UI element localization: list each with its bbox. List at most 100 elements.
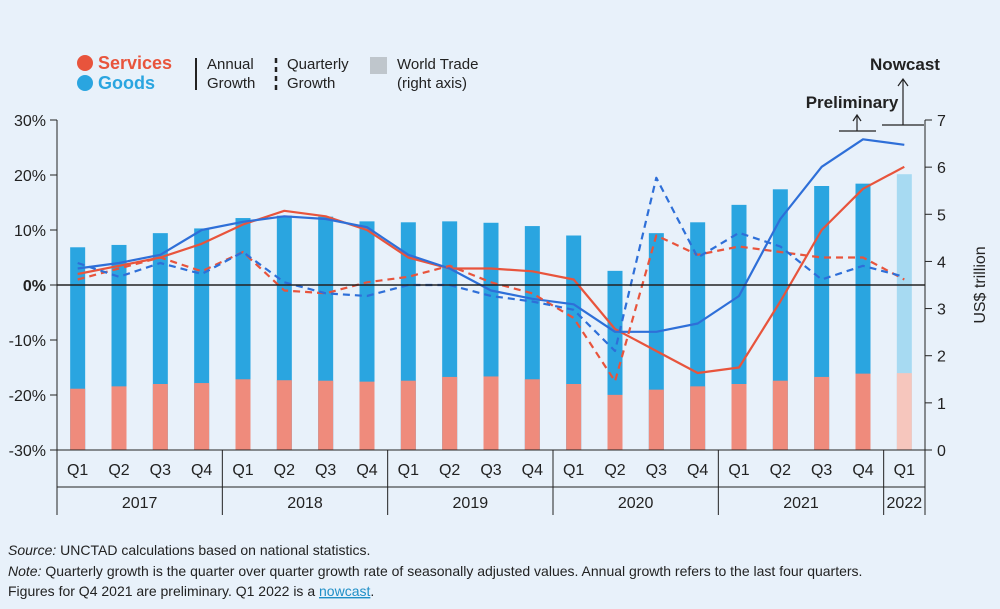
services-trade-bar bbox=[318, 380, 334, 450]
quarter-label: Q4 bbox=[687, 462, 708, 479]
left-tick-label: 10% bbox=[14, 223, 46, 240]
footer: Source: UNCTAD calculations based on nat… bbox=[8, 542, 862, 599]
left-tick-label: -20% bbox=[9, 388, 46, 405]
quarterly-growth-legend-label-2: Growth bbox=[287, 75, 335, 92]
right-tick-label: 6 bbox=[937, 160, 946, 177]
goods-quarterly-growth-line bbox=[77, 176, 905, 353]
note-text-2: Figures for Q4 2021 are preliminary. Q1 … bbox=[8, 583, 319, 599]
quarter-label: Q1 bbox=[894, 462, 915, 479]
world-trade-legend-label-1: World Trade bbox=[397, 56, 478, 73]
source-text: UNCTAD calculations based on national st… bbox=[56, 542, 370, 558]
quarter-label: Q4 bbox=[356, 462, 377, 479]
services-trade-bar bbox=[607, 394, 623, 450]
services-trade-bar bbox=[772, 380, 788, 450]
right-tick-label: 7 bbox=[937, 113, 946, 130]
goods-legend-label: Goods bbox=[98, 73, 155, 93]
services-trade-bar bbox=[194, 383, 210, 450]
left-tick-label: -30% bbox=[9, 443, 46, 460]
preliminary-arrow-head bbox=[852, 113, 862, 122]
quarter-label: Q2 bbox=[604, 462, 625, 479]
services-trade-bar bbox=[111, 386, 127, 450]
left-tick-label: 0% bbox=[23, 278, 46, 295]
services-trade-bar bbox=[359, 381, 375, 450]
services-trade-bar bbox=[566, 384, 582, 450]
quarter-label: Q2 bbox=[439, 462, 460, 479]
note-end: . bbox=[370, 583, 374, 599]
nowcast-annotation: Nowcast bbox=[870, 55, 940, 74]
services-trade-bar bbox=[276, 380, 292, 450]
year-label: 2020 bbox=[618, 495, 654, 512]
services-annual-growth-line bbox=[77, 165, 905, 375]
note-text: Quarterly growth is the quarter over qua… bbox=[41, 563, 862, 579]
quarter-label: Q3 bbox=[150, 462, 171, 479]
year-label: 2018 bbox=[287, 495, 323, 512]
nowcast-link[interactable]: nowcast bbox=[319, 583, 370, 599]
quarter-label: Q4 bbox=[522, 462, 543, 479]
right-axis-ticks: 0 1 2 3 4 5 6 7 bbox=[925, 113, 946, 460]
quarter-label: Q1 bbox=[728, 462, 749, 479]
quarter-label: Q3 bbox=[315, 462, 336, 479]
preliminary-annotation: Preliminary bbox=[806, 93, 899, 112]
right-tick-label: 1 bbox=[937, 396, 946, 413]
right-tick-label: 3 bbox=[937, 302, 946, 319]
world-trade-legend-label-2: (right axis) bbox=[397, 75, 467, 92]
services-trade-bar bbox=[648, 389, 664, 450]
services-trade-bar bbox=[896, 373, 912, 450]
quarter-label: Q3 bbox=[646, 462, 667, 479]
bar-layer bbox=[70, 174, 912, 451]
goods-legend-dot bbox=[77, 75, 93, 91]
left-tick-label: 30% bbox=[14, 113, 46, 130]
services-trade-bar bbox=[152, 384, 168, 450]
note-line-1: Note: Quarterly growth is the quarter ov… bbox=[8, 563, 862, 579]
services-legend-dot bbox=[77, 55, 93, 71]
services-trade-bar bbox=[814, 376, 830, 450]
services-trade-bar bbox=[400, 380, 416, 450]
quarter-label: Q2 bbox=[108, 462, 129, 479]
year-label: 2019 bbox=[453, 495, 489, 512]
left-tick-label: 20% bbox=[14, 168, 46, 185]
note-label: Note: bbox=[8, 563, 42, 579]
year-label: 2021 bbox=[783, 495, 819, 512]
right-tick-label: 0 bbox=[937, 443, 946, 460]
services-trade-bar bbox=[690, 386, 706, 450]
year-label: 2017 bbox=[122, 495, 158, 512]
services-trade-bar bbox=[442, 376, 458, 450]
services-trade-bar bbox=[731, 384, 747, 450]
left-axis-ticks: -30% -20% -10% 0% 10% 20% 30% bbox=[9, 113, 57, 460]
quarterly-growth-legend-label-1: Quarterly bbox=[287, 56, 349, 73]
quarter-label: Q3 bbox=[811, 462, 832, 479]
nowcast-arrow-head bbox=[897, 77, 909, 87]
services-trade-bar bbox=[70, 388, 86, 450]
x-axis-ticks: Q1 Q2 Q3 Q4 Q1 Q2 Q3 Q4 Q1 Q2 Q3 Q4 Q1 Q2 Q3 Q4 Q1 Q2 Q3 Q4… bbox=[57, 450, 925, 515]
services-trade-bar bbox=[524, 379, 540, 450]
right-axis-title: US$ trillion bbox=[972, 246, 989, 323]
annual-growth-legend-label-2: Growth bbox=[207, 75, 255, 92]
note-line-2: Figures for Q4 2021 are preliminary. Q1 … bbox=[8, 583, 374, 599]
services-trade-bar bbox=[235, 379, 251, 450]
left-tick-label: -10% bbox=[9, 333, 46, 350]
annotations: Nowcast Preliminary bbox=[806, 55, 940, 132]
legend: Services Goods Annual Growth Quarterly G… bbox=[77, 53, 478, 93]
quarter-label: Q4 bbox=[191, 462, 212, 479]
quarter-label: Q1 bbox=[67, 462, 88, 479]
quarter-label: Q1 bbox=[398, 462, 419, 479]
quarter-label: Q1 bbox=[563, 462, 584, 479]
source-note: Source: UNCTAD calculations based on nat… bbox=[8, 542, 370, 558]
quarter-label: Q2 bbox=[274, 462, 295, 479]
quarter-label: Q2 bbox=[770, 462, 791, 479]
year-label: 2022 bbox=[887, 495, 923, 512]
services-trade-bar bbox=[855, 373, 871, 450]
source-label: Source: bbox=[8, 542, 56, 558]
right-tick-label: 4 bbox=[937, 254, 946, 271]
services-legend-label: Services bbox=[98, 53, 172, 73]
right-tick-label: 5 bbox=[937, 207, 946, 224]
world-trade-legend-swatch bbox=[370, 57, 387, 74]
line-layer bbox=[77, 138, 905, 383]
services-quarterly-growth-line bbox=[77, 234, 905, 383]
goods-annual-growth-line bbox=[77, 138, 905, 333]
services-trade-bar bbox=[483, 376, 499, 450]
right-tick-label: 2 bbox=[937, 349, 946, 366]
quarter-label: Q1 bbox=[232, 462, 253, 479]
annual-growth-legend-label-1: Annual bbox=[207, 56, 254, 73]
